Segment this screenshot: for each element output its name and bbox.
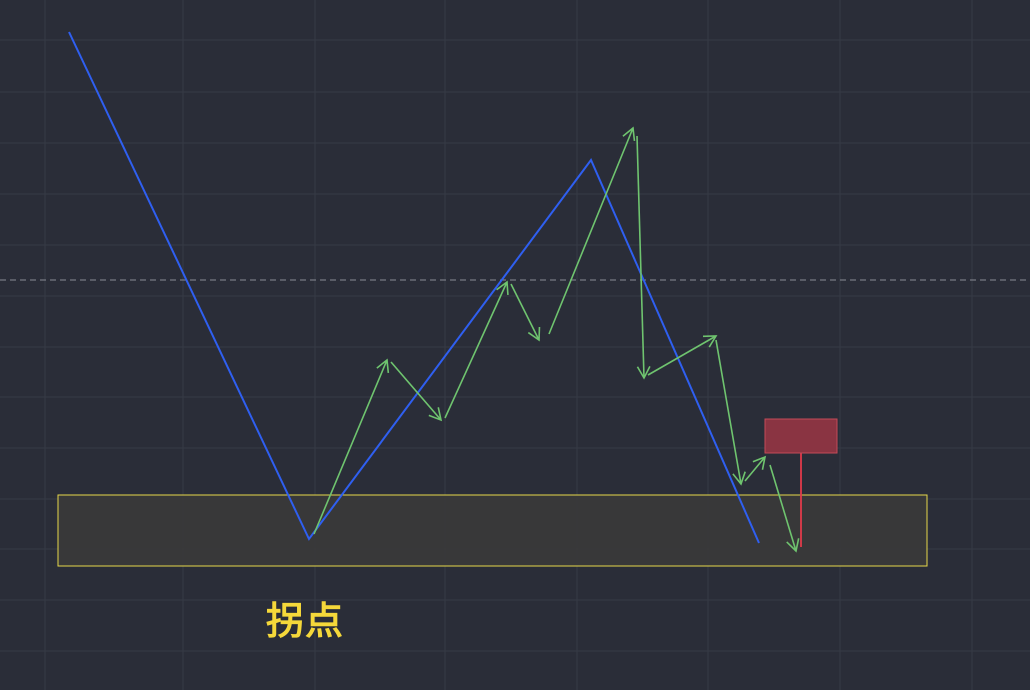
sub-wave-arrowhead-1	[428, 407, 443, 422]
sub-wave-5	[636, 135, 645, 379]
sub-wave-arrowhead-7	[732, 471, 746, 486]
sub-wave-arrowhead-6	[702, 335, 718, 348]
sub-wave-arrowhead-5	[636, 366, 651, 380]
support-zone	[57, 494, 928, 567]
sub-wave-arrowhead-4	[622, 126, 636, 142]
sub-wave-arrowhead-0	[376, 358, 390, 374]
pivot-label: 拐点	[266, 599, 345, 643]
sub-wave-2	[444, 281, 508, 419]
main-path-line	[68, 31, 760, 544]
sub-wave-arrowhead-2	[496, 280, 509, 296]
sub-wave-3	[510, 283, 540, 341]
target-marker-box	[764, 418, 838, 454]
sub-wave-arrowhead-8	[752, 455, 767, 470]
sub-wave-arrowhead-9	[786, 538, 800, 553]
target-marker	[764, 418, 838, 547]
support-zone-rect	[57, 494, 928, 567]
sub-wave-4	[548, 127, 634, 335]
sub-wave-0	[313, 359, 388, 535]
sub-wave-arrowhead-3	[527, 326, 541, 342]
sub-wave-7	[715, 339, 742, 485]
sub-wave-9	[769, 464, 797, 552]
sub-wave-1	[390, 361, 442, 421]
main-path-series	[68, 31, 760, 544]
sub-wave-arrows	[313, 126, 800, 553]
sub-wave-8	[744, 456, 766, 482]
sub-wave-6	[647, 335, 717, 376]
